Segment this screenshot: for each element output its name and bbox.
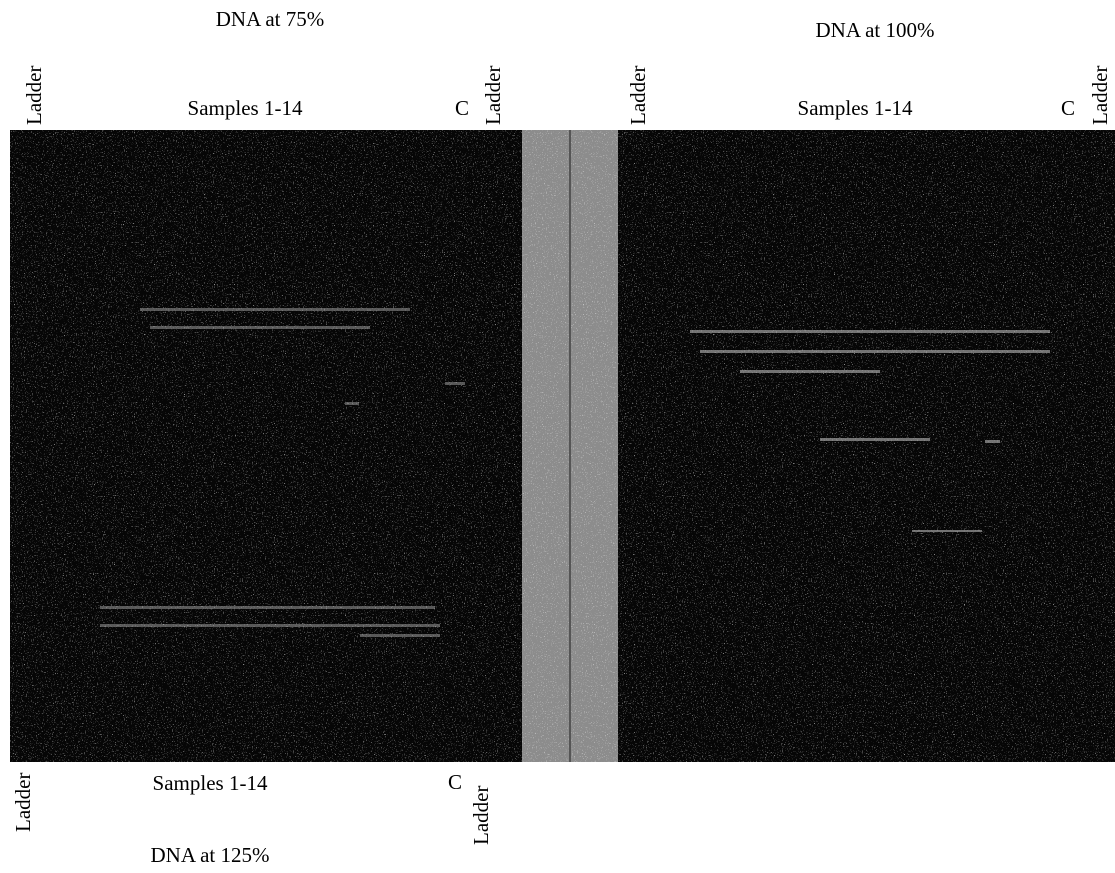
lane-label: Ladder [11, 773, 35, 832]
panel-title: DNA at 125% [151, 843, 270, 867]
lane-label: C [448, 770, 462, 794]
bands-100 [690, 330, 1050, 532]
lane-label: Ladder [1088, 66, 1112, 125]
panel-title: DNA at 75% [216, 7, 325, 31]
lane-label: Ladder [22, 66, 46, 125]
band [360, 634, 440, 637]
band [690, 330, 1050, 333]
band [100, 624, 440, 627]
band [445, 382, 465, 385]
band [100, 606, 435, 609]
lane-label: Ladder [626, 66, 650, 125]
band [700, 350, 1050, 353]
band [912, 530, 982, 532]
lane-label: Ladder [481, 66, 505, 125]
band [820, 438, 930, 441]
lane-label: Samples 1-14 [188, 96, 303, 120]
lane-label: Samples 1-14 [153, 771, 268, 795]
bands-125 [100, 606, 440, 637]
lane-label: C [1061, 96, 1075, 120]
band [150, 326, 370, 329]
gel-image [10, 130, 1115, 762]
lane-label: Ladder [469, 786, 493, 845]
lane-label: Samples 1-14 [798, 96, 913, 120]
band [140, 308, 410, 311]
lane-label: C [455, 96, 469, 120]
bands-75 [140, 308, 465, 405]
panel-title: DNA at 100% [816, 18, 935, 42]
band [740, 370, 880, 373]
band [345, 402, 359, 405]
band [985, 440, 1000, 443]
